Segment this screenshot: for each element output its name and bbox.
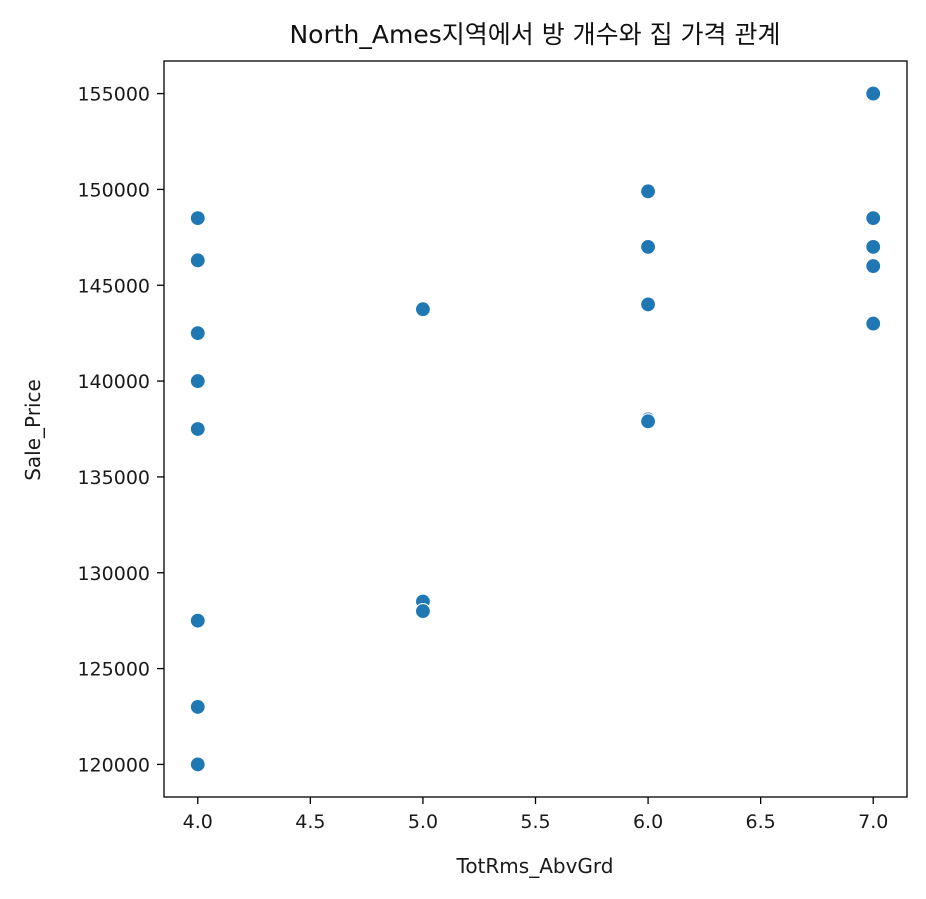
data-point (639, 238, 657, 256)
data-point (865, 257, 882, 275)
y-tick-label: 150000 (77, 179, 150, 201)
y-tick-label: 135000 (77, 467, 150, 489)
data-point (189, 325, 206, 342)
y-axis-label: Sale_Price (21, 379, 45, 481)
data-point (865, 210, 882, 227)
x-tick-label: 5.0 (408, 811, 438, 833)
data-point (639, 413, 657, 430)
data-point (639, 296, 657, 313)
data-point (189, 698, 206, 716)
x-tick-label: 7.0 (858, 811, 888, 833)
y-tick-label: 155000 (77, 84, 150, 106)
data-point (189, 756, 206, 773)
data-point (189, 252, 206, 269)
data-point (639, 183, 657, 200)
x-tick-label: 6.0 (633, 811, 663, 833)
data-point (414, 602, 432, 620)
x-axis-label: TotRms_AbvGrd (456, 854, 614, 878)
x-tick-label: 6.5 (746, 811, 776, 833)
x-tick-label: 4.0 (183, 811, 213, 833)
data-points (189, 85, 882, 773)
y-tick-label: 120000 (77, 754, 150, 776)
chart-title: North_Ames지역에서 방 개수와 집 가격 관계 (289, 20, 780, 49)
data-point (865, 315, 882, 332)
y-axis-ticks: 120000 125000 130000 135000 140000 145000 1500… (77, 84, 164, 776)
x-tick-label: 4.5 (295, 811, 325, 833)
data-point (414, 301, 432, 318)
y-tick-label: 145000 (77, 275, 150, 297)
plot-background (164, 61, 907, 797)
data-point (189, 372, 206, 390)
y-tick-label: 140000 (77, 371, 150, 393)
data-point (865, 85, 882, 102)
y-tick-label: 130000 (77, 563, 150, 585)
y-tick-label: 125000 (77, 659, 150, 681)
data-point (865, 238, 882, 256)
data-point (189, 210, 206, 227)
data-point (189, 612, 206, 629)
data-point (189, 420, 206, 438)
plot-area (163, 60, 908, 798)
x-tick-label: 5.5 (520, 811, 550, 833)
x-axis-ticks: 4.0 4.5 5.0 5.5 6.0 6.5 7.0 (183, 797, 888, 833)
